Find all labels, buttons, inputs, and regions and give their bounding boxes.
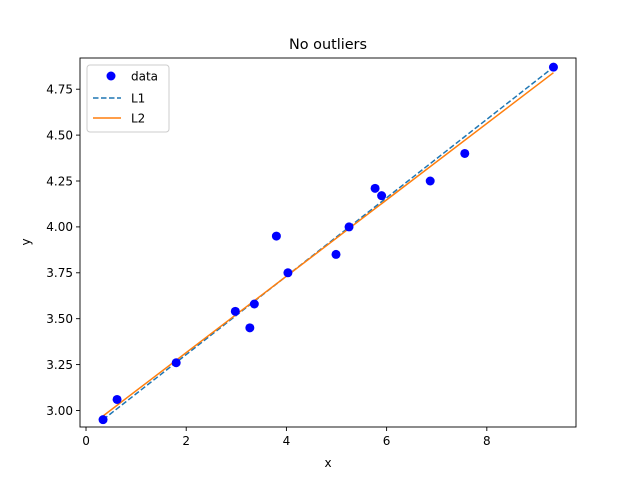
chart-title: No outliers (289, 37, 367, 53)
x-axis-label: x (324, 456, 331, 470)
data-point (113, 395, 122, 404)
data-point (172, 358, 181, 367)
data-point (426, 177, 435, 186)
legend-label-l1: L1 (131, 92, 145, 106)
legend: data L1 L2 (87, 65, 169, 132)
data-point (245, 323, 254, 332)
x-tick-label: 2 (182, 434, 190, 448)
data-point (99, 415, 108, 424)
y-tick-label: 3.50 (46, 312, 73, 326)
y-tick-label: 4.25 (46, 174, 73, 188)
y-tick-label: 4.50 (46, 128, 73, 142)
x-tick-label: 0 (82, 434, 90, 448)
data-point (332, 250, 341, 259)
y-tick-label: 4.75 (46, 83, 73, 97)
data-point (460, 149, 469, 158)
y-tick-label: 4.00 (46, 220, 73, 234)
data-point (371, 184, 380, 193)
data-point (272, 232, 281, 241)
y-tick-label: 3.75 (46, 266, 73, 280)
data-point (377, 191, 386, 200)
data-point (345, 222, 354, 231)
y-axis-label: y (19, 238, 33, 245)
legend-marker-data (107, 72, 116, 81)
data-point (250, 300, 259, 309)
x-tick-label: 4 (283, 434, 291, 448)
x-tick-label: 8 (483, 434, 491, 448)
y-tick-label: 3.25 (46, 358, 73, 372)
data-point (283, 268, 292, 277)
data-point (231, 307, 240, 316)
data-point (549, 63, 558, 72)
y-tick-label: 3.00 (46, 404, 73, 418)
legend-label-l2: L2 (131, 112, 145, 126)
x-tick-label: 6 (383, 434, 391, 448)
legend-label-data: data (131, 70, 158, 84)
